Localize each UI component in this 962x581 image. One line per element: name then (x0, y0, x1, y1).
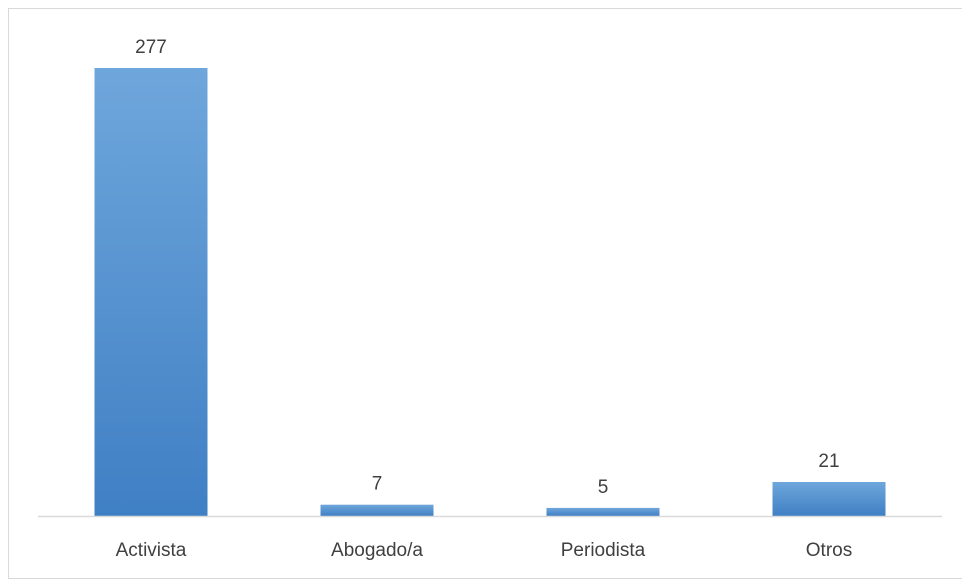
value-labels-group: 277 7 5 21 (135, 37, 839, 498)
value-label: 277 (135, 37, 167, 58)
category-label: Activista (116, 540, 187, 561)
category-label: Abogado/a (331, 540, 423, 561)
value-label: 5 (598, 477, 609, 498)
bar-abogado-a (320, 504, 434, 516)
bars-group (94, 68, 886, 516)
category-label: Periodista (561, 540, 646, 561)
bar-activista (94, 68, 208, 516)
bar-otros (772, 482, 886, 516)
category-labels-group: Activista Abogado/a Periodista Otros (116, 540, 853, 561)
category-label: Otros (806, 540, 852, 561)
value-label: 7 (372, 474, 383, 495)
bar-periodista (546, 507, 660, 516)
value-label: 21 (818, 451, 839, 472)
